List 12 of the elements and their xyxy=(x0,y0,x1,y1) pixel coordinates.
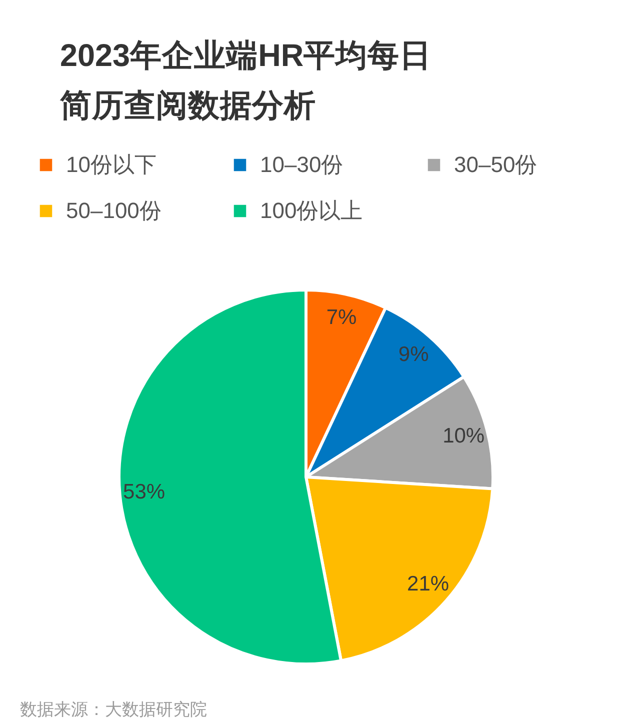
data-label: 53% xyxy=(123,480,166,504)
source-note: 数据来源：大数据研究院 xyxy=(20,699,207,721)
legend-label: 100份以上 xyxy=(260,198,363,223)
data-label: 21% xyxy=(407,572,450,596)
data-label: 10% xyxy=(442,424,485,448)
chart-title: 2023年企业端HR平均每日简历查阅数据分析 xyxy=(60,36,433,125)
data-label: 7% xyxy=(326,306,357,330)
legend-label: 50–100份 xyxy=(66,198,162,223)
legend-label: 10–30份 xyxy=(260,152,344,177)
legend-label: 30–50份 xyxy=(454,152,538,177)
legend-label: 10份以下 xyxy=(66,152,156,177)
data-label: 9% xyxy=(398,342,429,366)
